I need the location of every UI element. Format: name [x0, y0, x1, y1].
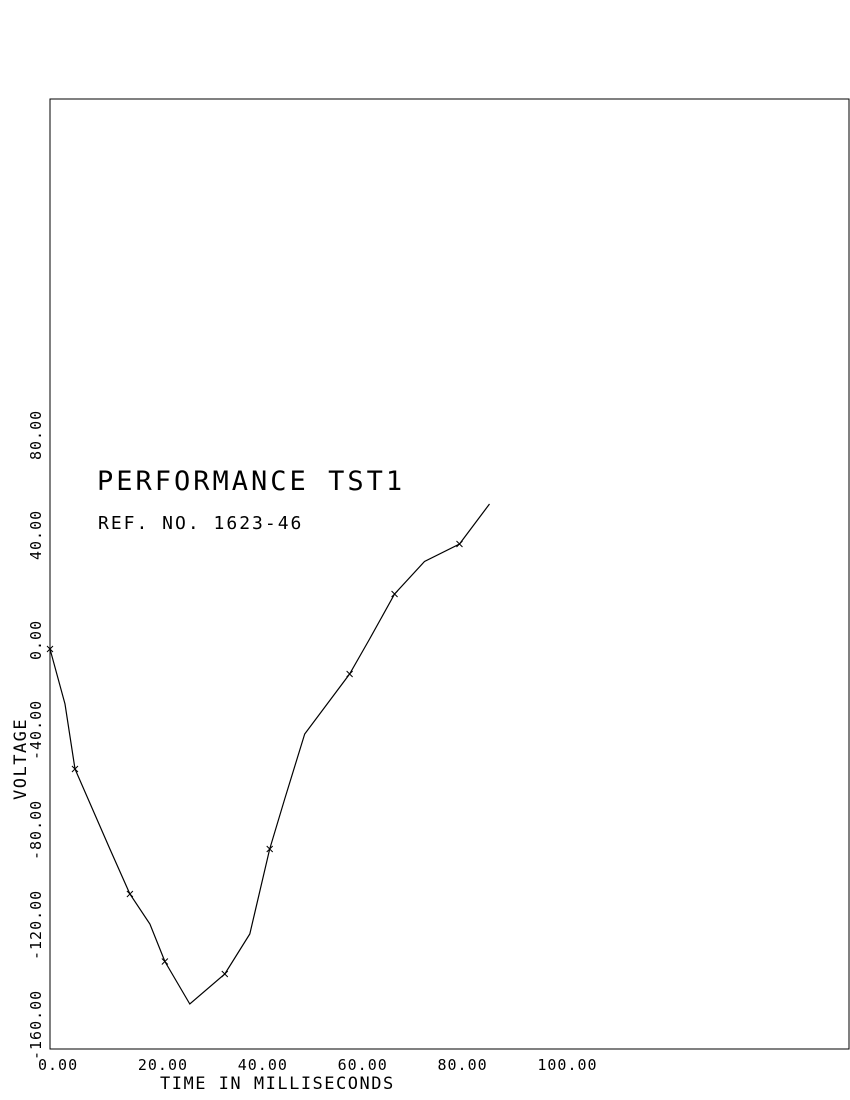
data-point-marker: [161, 958, 169, 965]
y-tick-label: 80.00: [27, 410, 45, 460]
data-point-marker: [456, 540, 463, 548]
series-line: [49, 503, 490, 1005]
y-tick-label: -120.00: [27, 890, 45, 960]
data-point-marker: [126, 890, 134, 898]
y-tick-label: -160.00: [27, 990, 45, 1060]
chart-subtitle: REF. NO. 1623-46: [98, 513, 303, 534]
y-axis-label: VOLTAGE: [11, 718, 31, 800]
x-tick-label: 80.00: [438, 1056, 488, 1074]
plot-frame: [49, 98, 850, 1050]
series-group: [46, 503, 490, 1005]
x-tick-labels: 0.00 20.00 40.00 60.00 80.00 100.00: [38, 1056, 597, 1074]
data-point-marker: [266, 845, 274, 853]
x-axis-label: TIME IN MILLISECONDS: [160, 1074, 395, 1094]
x-tick-label: 60.00: [338, 1056, 388, 1074]
data-point-marker: [221, 970, 229, 978]
x-tick-label: 0.00: [38, 1056, 78, 1074]
y-tick-label: 0.00: [27, 620, 45, 660]
y-tick-label: 40.00: [27, 510, 45, 560]
data-point-marker: [391, 590, 398, 598]
chart-title: PERFORMANCE TST1: [97, 466, 405, 497]
y-tick-labels: -160.00 -120.00 -80.00 -40.00 0.00 40.00 80.00: [27, 410, 45, 1060]
data-point-marker: [346, 670, 353, 678]
x-tick-label: 40.00: [238, 1056, 288, 1074]
y-tick-label: -40.00: [27, 700, 45, 760]
data-point-marker: [71, 765, 79, 773]
x-tick-label: 20.00: [138, 1056, 188, 1074]
data-point-marker: [46, 645, 54, 653]
x-tick-label: 100.00: [537, 1056, 597, 1074]
y-tick-label: -80.00: [27, 800, 45, 860]
